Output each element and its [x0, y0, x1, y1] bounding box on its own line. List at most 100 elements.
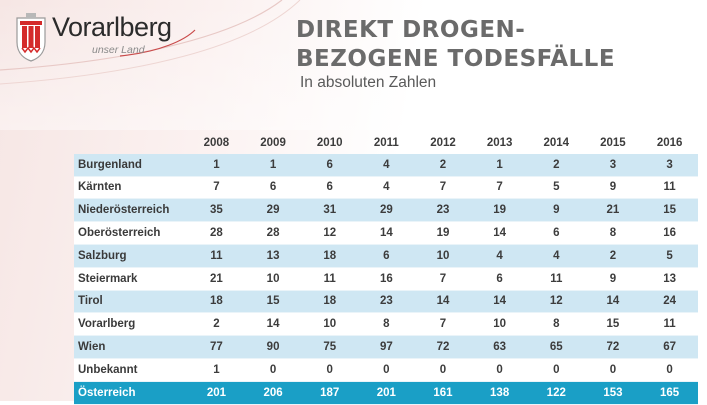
brand-tagline: unser Land — [92, 44, 145, 56]
page-title: DIREKT DROGEN- BEZOGENE TODESFÄLLE — [296, 16, 615, 74]
table-cell: 1 — [244, 153, 302, 177]
table-cell: 14 — [358, 221, 415, 245]
page-title-line-2: BEZOGENE TODESFÄLLE — [296, 46, 616, 72]
table-cell: 12 — [527, 290, 585, 313]
table-cell: 90 — [244, 335, 302, 359]
table-cell: 2 — [527, 153, 585, 177]
header-year: 2008 — [203, 136, 230, 149]
total-cell: 153 — [584, 381, 642, 405]
table-cell: 63 — [471, 335, 528, 359]
total-cell: 201 — [188, 381, 245, 405]
table-header-row: 2008 2009 2010 2011 2012 2013 2014 2015 2016 — [74, 132, 698, 154]
table-cell: 5 — [527, 176, 585, 199]
table-cell: 7 — [471, 176, 528, 199]
table-cell: 29 — [244, 198, 302, 222]
table-cell: 10 — [414, 244, 472, 268]
table-cell: 3 — [584, 153, 642, 177]
table-cell: 4 — [358, 153, 415, 177]
table-cell: 0 — [414, 358, 472, 382]
total-row: Österreich 201 206 187 201 161 138 122 153 165 — [74, 381, 698, 405]
table-cell: 72 — [414, 335, 472, 359]
table-row: Unbekannt 1 0 0 0 0 0 0 0 0 — [74, 358, 698, 382]
table-cell: 6 — [471, 267, 528, 291]
total-cell: 187 — [301, 381, 359, 405]
total-cell: 201 — [358, 381, 415, 405]
table-cell: 2 — [188, 312, 245, 336]
header-region — [74, 132, 188, 154]
table-cell: 10 — [471, 312, 528, 336]
table-cell: 23 — [358, 290, 415, 313]
table-row: Salzburg 11 13 18 6 10 4 4 2 5 — [74, 244, 698, 268]
page-subtitle: In absoluten Zahlen — [300, 74, 437, 91]
header-year: 2012 — [430, 136, 456, 149]
page-title-line-1: DIREKT DROGEN- — [296, 17, 526, 43]
total-cell: 161 — [414, 381, 472, 405]
table-cell: 2 — [414, 153, 472, 177]
coat-of-arms-icon — [16, 13, 46, 62]
table-cell: 6 — [301, 153, 359, 177]
table-cell: 18 — [188, 290, 245, 313]
table-row: Oberösterreich 28 28 12 14 19 14 6 8 16 — [74, 221, 698, 245]
table-cell: 10 — [301, 312, 359, 336]
table-cell: 15 — [584, 312, 642, 336]
table-cell: 67 — [641, 335, 698, 359]
table-cell: 19 — [414, 221, 472, 245]
table-cell: 3 — [641, 153, 698, 177]
table-cell: 72 — [584, 335, 642, 359]
table-cell: 4 — [527, 244, 585, 268]
table-cell: 0 — [527, 358, 585, 382]
table-cell: 15 — [244, 290, 302, 313]
table-cell: 1 — [188, 358, 245, 382]
table-row: Tirol 18 15 18 23 14 14 12 14 24 — [74, 290, 698, 313]
table-cell: 13 — [641, 267, 698, 291]
table-cell: 23 — [414, 198, 472, 222]
table-cell: 16 — [358, 267, 415, 291]
row-label: Kärnten — [74, 176, 189, 199]
table-cell: 14 — [471, 221, 528, 245]
table-cell: 11 — [301, 267, 359, 291]
table-cell: 6 — [301, 176, 359, 199]
table-row: Burgenland 1 1 6 4 2 1 2 3 3 — [74, 153, 698, 177]
table-row: Kärnten 7 6 6 4 7 7 5 9 11 — [74, 176, 698, 199]
row-label: Niederösterreich — [74, 198, 189, 222]
table-cell: 18 — [301, 290, 359, 313]
table-cell: 8 — [527, 312, 585, 336]
table-cell: 6 — [527, 221, 585, 245]
deaths-table: 2008 2009 2010 2011 2012 2013 2014 2015 2016 Bur… — [74, 132, 698, 405]
table-cell: 0 — [358, 358, 415, 382]
table-row: Niederösterreich 35 29 31 29 23 19 9 21 15 — [74, 198, 698, 222]
background-band — [0, 0, 707, 130]
table-cell: 97 — [358, 335, 415, 359]
table-cell: 7 — [414, 176, 472, 199]
table-cell: 13 — [244, 244, 302, 268]
table-cell: 1 — [188, 153, 245, 177]
table-cell: 0 — [301, 358, 359, 382]
total-cell: 165 — [641, 381, 698, 405]
total-label: Österreich — [74, 381, 189, 405]
table-cell: 14 — [584, 290, 642, 313]
header-year: 2013 — [486, 136, 513, 149]
table-cell: 9 — [584, 267, 642, 291]
table-cell: 8 — [584, 221, 642, 245]
table-cell: 9 — [527, 198, 585, 222]
table-cell: 7 — [414, 267, 472, 291]
table-cell: 21 — [188, 267, 245, 291]
table-cell: 7 — [188, 176, 245, 199]
table-cell: 8 — [358, 312, 415, 336]
header-year: 2011 — [373, 136, 399, 149]
table-cell: 14 — [414, 290, 472, 313]
table-row: Wien 77 90 75 97 72 63 65 72 67 — [74, 335, 698, 359]
table-body: Burgenland 1 1 6 4 2 1 2 3 3 Kärnten 7 6 6 4 7 7 5 9 11 Nied… — [74, 153, 698, 405]
table-cell: 75 — [301, 335, 359, 359]
table-cell: 11 — [188, 244, 245, 268]
table-cell: 0 — [584, 358, 642, 382]
table-cell: 7 — [414, 312, 472, 336]
header-year: 2015 — [600, 136, 626, 149]
table-cell: 19 — [471, 198, 528, 222]
table-cell: 4 — [471, 244, 528, 268]
header-year: 2014 — [543, 136, 570, 149]
table-cell: 77 — [188, 335, 245, 359]
row-label: Salzburg — [74, 244, 189, 268]
table-cell: 11 — [641, 176, 698, 199]
table-cell: 31 — [301, 198, 359, 222]
